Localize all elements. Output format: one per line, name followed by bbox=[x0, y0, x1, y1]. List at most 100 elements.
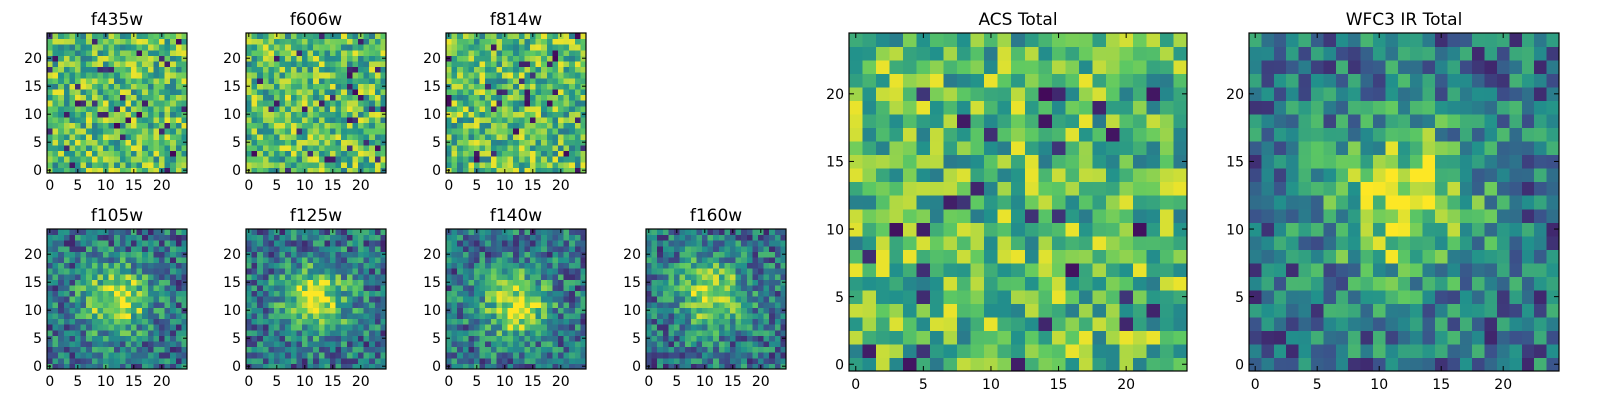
heatmap-cell bbox=[318, 145, 325, 152]
heatmap-cell bbox=[119, 89, 126, 96]
heatmap-cell bbox=[257, 111, 264, 118]
heatmap-cell bbox=[718, 335, 725, 342]
heatmap-cell bbox=[341, 318, 348, 325]
heatmap-cell bbox=[352, 94, 359, 101]
heatmap-cell bbox=[251, 279, 258, 286]
heatmap-cell bbox=[558, 257, 565, 264]
heatmap-cell bbox=[251, 49, 258, 56]
heatmap-cell bbox=[262, 245, 269, 252]
heatmap-cell bbox=[696, 296, 703, 303]
heatmap-cell bbox=[251, 307, 258, 314]
heatmap-cell bbox=[358, 346, 365, 353]
heatmap-cell bbox=[502, 38, 509, 45]
heatmap-cell bbox=[114, 89, 121, 96]
heatmap-cell bbox=[474, 245, 481, 252]
heatmap-cell bbox=[746, 307, 753, 314]
heatmap-cell bbox=[507, 296, 514, 303]
heatmap-cell bbox=[552, 133, 559, 140]
heatmap-cell bbox=[468, 77, 475, 84]
heatmap-cell bbox=[341, 240, 348, 247]
heatmap-cell bbox=[889, 195, 904, 210]
heatmap-cell bbox=[552, 100, 559, 107]
heatmap-cell bbox=[290, 167, 297, 174]
heatmap-cell bbox=[741, 301, 748, 308]
heatmap-cell bbox=[341, 105, 348, 112]
heatmap-cell bbox=[569, 72, 576, 79]
heatmap-cell bbox=[108, 234, 115, 241]
heatmap-cell bbox=[502, 257, 509, 264]
heatmap-cell bbox=[147, 105, 154, 112]
heatmap-cell bbox=[889, 222, 904, 237]
heatmap-cell bbox=[279, 61, 286, 68]
heatmap-cell bbox=[58, 346, 65, 353]
heatmap-cell bbox=[352, 240, 359, 247]
heatmap-cell bbox=[290, 111, 297, 118]
heatmap-cell bbox=[262, 49, 269, 56]
heatmap-cell bbox=[69, 145, 76, 152]
heatmap-cell bbox=[251, 122, 258, 129]
heatmap-cell bbox=[690, 324, 697, 331]
heatmap-cell bbox=[97, 139, 104, 146]
axes-frame bbox=[245, 228, 387, 370]
heatmap-cell bbox=[479, 290, 486, 297]
heatmap-cell bbox=[69, 251, 76, 258]
heatmap-cell bbox=[451, 268, 458, 275]
heatmap-cell bbox=[251, 55, 258, 62]
heatmap-cell bbox=[502, 55, 509, 62]
heatmap-cell bbox=[181, 352, 188, 359]
heatmap-cell bbox=[668, 229, 675, 236]
heatmap-cell bbox=[702, 329, 709, 336]
heatmap-cell bbox=[530, 335, 537, 342]
heatmap-cell bbox=[535, 307, 542, 314]
heatmap-cell bbox=[363, 285, 370, 292]
heatmap-cell bbox=[1105, 222, 1120, 237]
heatmap-cell bbox=[175, 117, 182, 124]
heatmap-cell bbox=[457, 234, 464, 241]
heatmap-cell bbox=[114, 167, 121, 174]
heatmap-cell bbox=[296, 229, 303, 236]
heatmap-cell bbox=[358, 324, 365, 331]
heatmap-cell bbox=[296, 234, 303, 241]
heatmap-cell bbox=[569, 352, 576, 359]
heatmap-cell bbox=[369, 49, 376, 56]
heatmap-cell bbox=[91, 122, 98, 129]
heatmap-cell bbox=[296, 167, 303, 174]
heatmap-cell bbox=[474, 301, 481, 308]
heatmap-cell bbox=[479, 55, 486, 62]
heatmap-cell bbox=[63, 268, 70, 275]
heatmap-cell bbox=[181, 49, 188, 56]
heatmap-cell bbox=[69, 83, 76, 90]
heatmap-cell bbox=[285, 268, 292, 275]
x-tick-label: 10 bbox=[296, 178, 314, 194]
heatmap-cell bbox=[80, 44, 87, 51]
heatmap-cell bbox=[563, 33, 570, 40]
heatmap-cell bbox=[125, 133, 132, 140]
heatmap-cell bbox=[108, 301, 115, 308]
heatmap-cell bbox=[307, 318, 314, 325]
heatmap-cell bbox=[485, 105, 492, 112]
heatmap-cell bbox=[80, 61, 87, 68]
heatmap-cell bbox=[358, 94, 365, 101]
heatmap-cell bbox=[502, 296, 509, 303]
heatmap-cell bbox=[290, 139, 297, 146]
heatmap-cell bbox=[769, 268, 776, 275]
y-tick-label: 5 bbox=[632, 331, 641, 347]
heatmap-cell bbox=[490, 307, 497, 314]
heatmap-cell bbox=[125, 156, 132, 163]
heatmap-cell bbox=[569, 38, 576, 45]
heatmap-cell bbox=[346, 273, 353, 280]
heatmap-cell bbox=[574, 61, 581, 68]
heatmap-cell bbox=[563, 251, 570, 258]
heatmap-cell bbox=[741, 296, 748, 303]
heatmap-cell bbox=[651, 245, 658, 252]
heatmap-cell bbox=[916, 208, 931, 223]
heatmap-cell bbox=[119, 145, 126, 152]
heatmap-cell bbox=[374, 363, 381, 370]
heatmap-cell bbox=[502, 133, 509, 140]
heatmap-cell bbox=[91, 128, 98, 135]
heatmap-cell bbox=[262, 38, 269, 45]
heatmap-cell bbox=[175, 77, 182, 84]
heatmap-cell bbox=[679, 301, 686, 308]
heatmap-cell bbox=[741, 234, 748, 241]
heatmap-cell bbox=[175, 324, 182, 331]
